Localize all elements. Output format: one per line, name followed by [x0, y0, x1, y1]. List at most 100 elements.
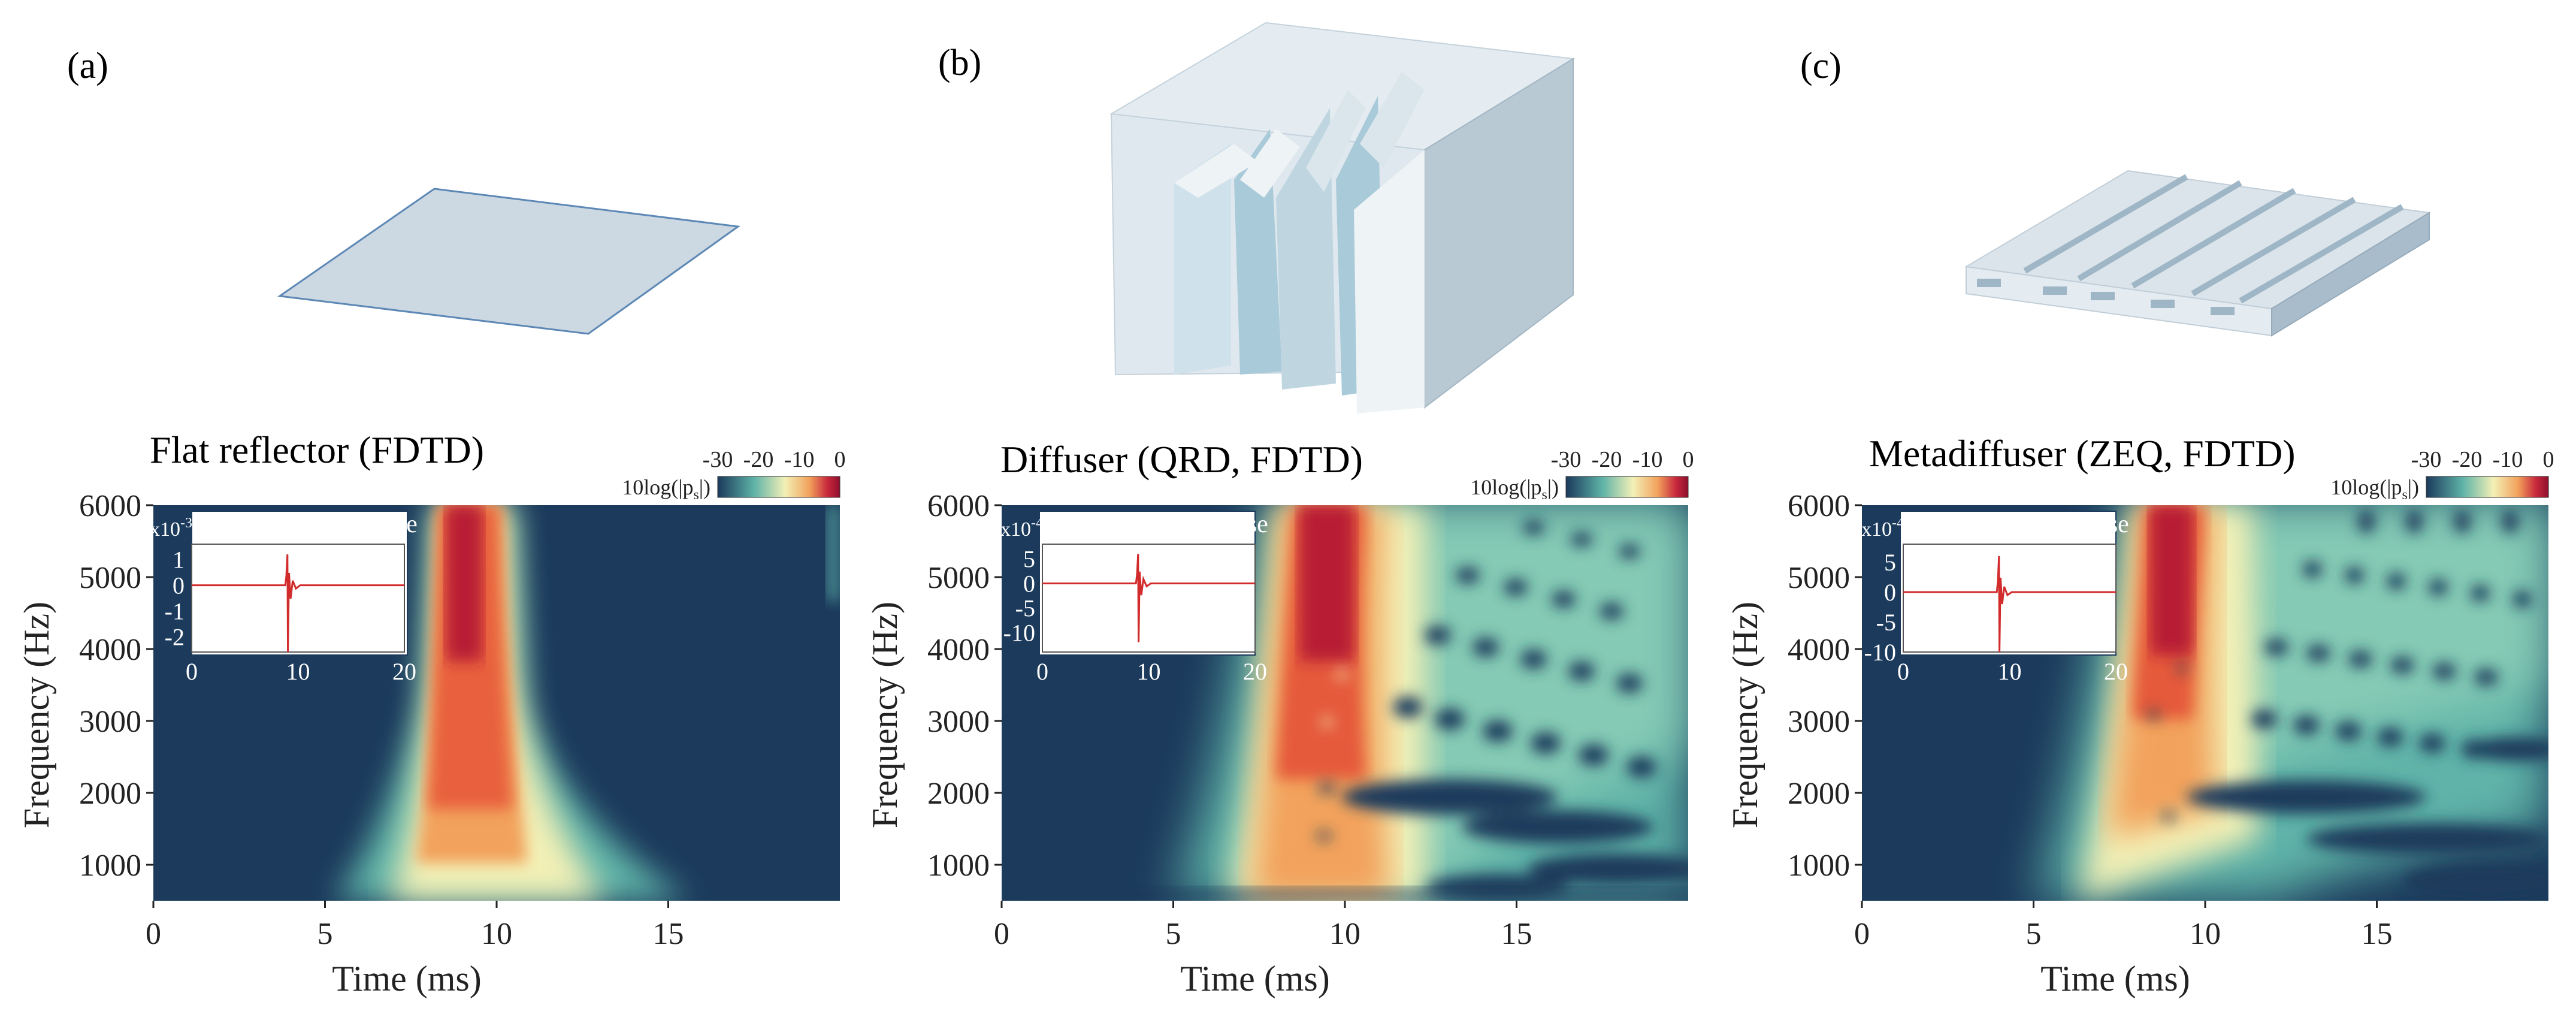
inset-scale-exponent: -4 — [1892, 515, 1904, 531]
inset-y-tick-label: 5 — [1884, 549, 1896, 576]
y-axis-label: Frequency (Hz) — [1725, 602, 1765, 828]
y-tick-label: 2000 — [79, 777, 141, 811]
x-axis-label: Time (ms) — [2040, 959, 2190, 998]
inset-x-tick-label: 0 — [1036, 658, 1048, 685]
colorbar-label-main: 10log(|p — [622, 475, 693, 499]
inset-x-tick-label: 0 — [1897, 658, 1909, 685]
x-tick-label: 0 — [146, 917, 161, 951]
inset-scale-exponent: -3 — [180, 515, 192, 531]
flat-plate-illustration — [277, 188, 740, 335]
y-tick-label: 1000 — [79, 849, 141, 883]
colorbar-label-end: |) — [1547, 475, 1559, 499]
x-tick-label: 15 — [1501, 917, 1532, 951]
y-tick-label: 4000 — [79, 633, 141, 667]
inset-y-tick-label: 5 — [1023, 546, 1035, 573]
x-tick-label: 10 — [481, 917, 512, 951]
impulse-response-line — [1903, 556, 2116, 653]
inset-x-tick-label: 0 — [186, 658, 198, 685]
inset-x-tick-label: 20 — [1243, 658, 1267, 685]
title-a: Flat reflector (FDTD) — [150, 428, 484, 471]
inset-y-tick-label: 0 — [1884, 579, 1896, 606]
x-tick-label: 15 — [2362, 917, 2393, 951]
inset-title: Impulse Response — [234, 511, 418, 538]
y-tick-label: 4000 — [1788, 633, 1850, 667]
inset-scale-label: x10-4 — [1000, 515, 1043, 541]
colorbar-tick-label: 0 — [2543, 447, 2554, 472]
heatmap-a — [153, 505, 840, 901]
impulse-response-line — [192, 554, 404, 653]
inset-x-tick-label: 20 — [2104, 658, 2128, 685]
inset-y-tick-label: -10 — [1864, 639, 1896, 666]
y-tick-label: 5000 — [927, 561, 990, 595]
panel-c: (c) Metadiffuser (ZEQ, FDTD) — [1725, 46, 2554, 998]
x-tick-label: 0 — [1854, 917, 1870, 951]
x-axis-label: Time (ms) — [332, 959, 482, 998]
inset-y-tick-label: -5 — [1876, 609, 1896, 636]
inset-y-tick-label: 0 — [1023, 570, 1035, 597]
inset-title: Impulse Response — [1945, 511, 2129, 538]
y-axis-label: Frequency (Hz) — [17, 602, 56, 828]
inset-c — [1900, 511, 2117, 656]
x-axis-label: Time (ms) — [1180, 959, 1330, 998]
qrd-diffuser-illustration — [1109, 22, 1575, 414]
x-tick-label: 15 — [653, 917, 684, 951]
x-tick-label: 10 — [2190, 917, 2221, 951]
colorbar-label-end: |) — [699, 475, 710, 499]
y-tick-label: 2000 — [927, 777, 990, 811]
y-tick-label: 1000 — [927, 849, 990, 883]
colorbar-label-sub: s — [1541, 487, 1547, 503]
y-tick-label: 6000 — [79, 489, 141, 523]
inset-a — [191, 511, 408, 656]
colorbar-label-end: |) — [2408, 475, 2419, 499]
colorbar-labels-c: -30 -20 -10 0 10log(|ps|) — [2330, 447, 2554, 503]
colorbar-tick-label: -10 — [2493, 447, 2523, 472]
inset-y-tick-label: -10 — [1003, 619, 1035, 646]
colorbar-tick-label: -30 — [703, 447, 733, 472]
y-tick-label: 5000 — [79, 561, 141, 595]
panel-label-c: (c) — [1800, 46, 1842, 86]
colorbar-label-main: 10log(|p — [2330, 475, 2402, 499]
inset-y-tick-label: 1 — [173, 547, 185, 574]
colorbar-tick-label: -30 — [1551, 447, 1582, 472]
x-tick-label: 5 — [318, 917, 333, 951]
colorbar-b — [1565, 476, 1689, 498]
inset-frame — [1903, 544, 2117, 653]
colorbar-label-sub: s — [693, 487, 699, 503]
y-tick-label: 1000 — [1788, 849, 1850, 883]
panel-label-b: (b) — [938, 43, 981, 83]
colorbar-c — [2426, 476, 2549, 498]
colorbar-tick-label: -20 — [743, 447, 774, 472]
colorbar-tick-label: -20 — [2452, 447, 2483, 472]
y-tick-label: 6000 — [1788, 489, 1850, 523]
title-c: Metadiffuser (ZEQ, FDTD) — [1869, 432, 2296, 475]
colorbar-tick-label: -20 — [1592, 447, 1622, 472]
inset-y-tick-label: 0 — [173, 572, 185, 599]
y-axis-label: Frequency (Hz) — [865, 602, 905, 828]
panel-b: (b) Diffuser (QRD, FDTD) — [865, 22, 1694, 998]
colorbar-tick-label: -10 — [784, 447, 815, 472]
inset-title: Impulse Response — [1084, 511, 1268, 538]
inset-y-tick-label: -2 — [165, 623, 185, 650]
y-tick-label: 2000 — [1788, 777, 1850, 811]
colorbar-a — [717, 476, 840, 498]
colorbar-tick-label: 0 — [1683, 447, 1694, 472]
colorbar-label: 10log(|ps|) — [2330, 475, 2419, 503]
heatmap-b — [1002, 505, 1688, 901]
y-tick-label: 6000 — [927, 489, 990, 523]
inset-frame — [1042, 544, 1256, 653]
x-tick-label: 5 — [2026, 917, 2042, 951]
x-tick-label: 5 — [1166, 917, 1181, 951]
inset-scale-exponent: -4 — [1031, 515, 1043, 531]
y-tick-label: 3000 — [79, 705, 141, 739]
panel-a: (a) Flat reflector (FDTD) 0 5 10 1510002000… — [17, 46, 846, 998]
colorbar-labels-a: -30 -20 -10 0 10log(|ps|) — [622, 447, 845, 503]
panel-label-a: (a) — [67, 46, 108, 86]
y-tick-label: 5000 — [1788, 561, 1850, 595]
inset-x-tick-label: 10 — [286, 658, 310, 685]
